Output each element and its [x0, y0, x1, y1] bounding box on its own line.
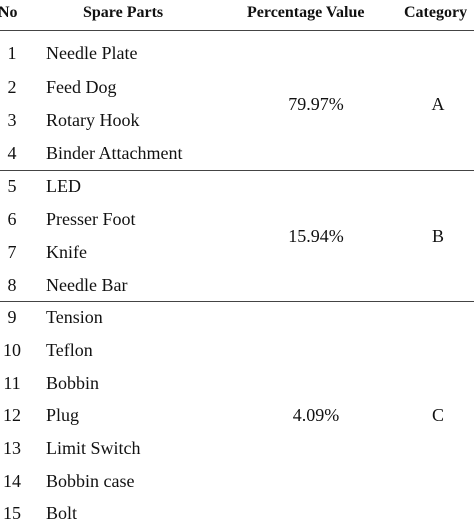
- group-rule: [0, 170, 474, 171]
- row-no: 13: [3, 438, 21, 458]
- row-part: Presser Foot: [46, 209, 136, 229]
- group-percentage: 79.97%: [288, 94, 344, 114]
- row-no: 1: [7, 43, 17, 63]
- row-no: 9: [7, 307, 17, 327]
- row-part: Feed Dog: [46, 77, 117, 97]
- row-no: 15: [3, 503, 21, 523]
- row-part: Rotary Hook: [46, 110, 140, 130]
- row-no: 3: [7, 110, 17, 130]
- header-rule: [0, 30, 474, 31]
- group-category: B: [431, 226, 444, 246]
- row-part: Limit Switch: [46, 438, 141, 458]
- row-part: Bobbin: [46, 373, 100, 393]
- row-part: Bobbin case: [46, 471, 135, 491]
- row-part: Teflon: [46, 340, 93, 360]
- row-no: 5: [7, 176, 17, 196]
- row-part: LED: [46, 176, 81, 196]
- row-part: Plug: [46, 405, 80, 425]
- header-spare-parts: Spare Parts: [83, 4, 164, 21]
- row-no: 10: [3, 340, 21, 360]
- row-part: Knife: [46, 242, 87, 262]
- header-category: Category: [404, 4, 468, 21]
- row-no: 7: [7, 242, 17, 262]
- header-no: No: [0, 4, 18, 21]
- group-percentage: 4.09%: [292, 405, 340, 425]
- group-percentage: 15.94%: [288, 226, 344, 246]
- group-category: C: [431, 405, 444, 425]
- row-part: Binder Attachment: [46, 143, 183, 163]
- row-no: 4: [7, 143, 17, 163]
- row-no: 14: [3, 471, 21, 491]
- row-part: Tension: [46, 307, 103, 327]
- group-category: A: [431, 94, 445, 114]
- row-no: 8: [7, 275, 17, 295]
- row-part: Needle Plate: [46, 43, 138, 63]
- row-no: 12: [3, 405, 21, 425]
- row-part: Needle Bar: [46, 275, 128, 295]
- row-part: Bolt: [46, 503, 78, 523]
- row-no: 6: [7, 209, 17, 229]
- row-no: 11: [3, 373, 21, 393]
- row-no: 2: [7, 77, 17, 97]
- header-percentage-value: Percentage Value: [247, 4, 365, 21]
- group-rule: [0, 301, 474, 302]
